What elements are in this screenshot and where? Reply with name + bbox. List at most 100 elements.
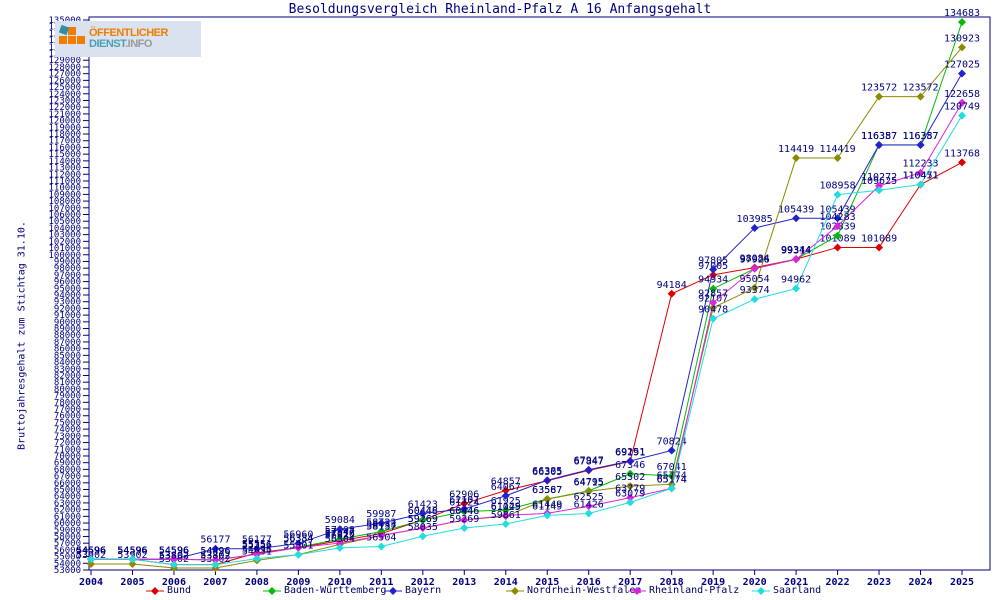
y-axis-tick-label: 122000 [48, 103, 81, 113]
data-point-marker [335, 525, 344, 534]
data-point-label: 98084 [740, 254, 770, 265]
y-axis-tick-label: 105000 [48, 217, 81, 227]
data-point-label: 93374 [740, 285, 770, 296]
data-point-marker [460, 499, 469, 508]
legend-item-nordrhein-westfalen: Nordrhein-Westfalen [506, 585, 641, 596]
data-point-marker [709, 284, 718, 293]
data-point-marker [294, 539, 303, 548]
legend-item-bayern: Bayern [384, 585, 441, 596]
data-point-marker [335, 543, 344, 552]
data-point-label: 114419 [820, 144, 856, 155]
data-point-label: 60446 [449, 506, 479, 517]
data-point-label: 55301 [283, 541, 313, 552]
data-point-label: 112233 [902, 159, 938, 170]
series-line-baden-w-rttemberg [91, 21, 963, 561]
data-point-marker [377, 519, 386, 528]
y-axis-tick-label: 64000 [54, 492, 81, 502]
data-point-label: 54596 [159, 545, 189, 556]
data-point-marker [833, 190, 842, 199]
data-point-label: 61724 [449, 497, 479, 508]
data-point-label: 99344 [781, 245, 811, 256]
data-point-marker [958, 43, 966, 52]
data-point-label: 109625 [861, 176, 897, 187]
x-axis-tick-label: 2015 [535, 577, 559, 588]
y-axis-tick-label: 94000 [54, 291, 81, 301]
series-line-bayern [91, 73, 963, 560]
legend-marker-icon [263, 586, 281, 595]
y-axis-tick-label: 86000 [54, 345, 81, 355]
data-point-label: 122658 [944, 89, 980, 100]
y-axis-title: Bruttojahresgehalt zum Stichtag 31.10. [16, 221, 28, 450]
data-point-label: 56304 [325, 534, 355, 545]
data-point-label: 53802 [200, 551, 230, 562]
x-axis-tick-label: 2019 [701, 577, 725, 588]
data-point-label: 56177 [200, 535, 230, 546]
legend-marker-icon [752, 586, 770, 595]
y-axis-tick-label: 104000 [48, 224, 81, 234]
data-point-label: 64715 [574, 477, 604, 488]
x-axis-tick-label: 2004 [79, 577, 103, 588]
y-axis-tick-label: 55000 [54, 553, 81, 563]
data-point-label: 65774 [657, 470, 687, 481]
data-point-marker [501, 519, 510, 528]
data-point-label: 56334 [283, 534, 313, 545]
data-point-label: 54496 [200, 546, 230, 557]
data-point-marker [958, 111, 966, 120]
data-point-marker [750, 283, 759, 292]
data-point-label: 65502 [615, 472, 645, 483]
data-point-label: 67947 [574, 456, 604, 467]
x-axis-tick-label: 2024 [908, 577, 932, 588]
data-point-label: 101089 [861, 233, 897, 244]
x-axis-tick-label: 2016 [577, 577, 601, 588]
y-axis-tick-label: 59000 [54, 526, 81, 536]
y-axis-tick-label: 58000 [54, 532, 81, 542]
data-point-label: 67346 [615, 460, 645, 471]
data-point-marker [460, 504, 469, 513]
data-point-label: 61449 [532, 499, 562, 510]
data-point-marker [584, 502, 593, 511]
data-point-label: 63587 [532, 485, 562, 496]
legend-marker-icon [146, 586, 164, 595]
y-axis-tick-label: 85000 [54, 351, 81, 361]
x-axis-tick-label: 2013 [452, 577, 476, 588]
data-point-marker [501, 511, 510, 520]
logo-icon [58, 24, 85, 52]
data-point-marker [833, 222, 842, 231]
x-axis-tick-label: 2023 [867, 577, 891, 588]
x-axis-tick-label: 2009 [286, 577, 310, 588]
data-point-label: 53802 [159, 551, 189, 562]
data-point-label: 105439 [778, 204, 814, 215]
data-point-label: 64857 [491, 476, 521, 487]
data-point-label: 90478 [698, 305, 728, 316]
data-point-marker [667, 289, 676, 298]
data-point-label: 116387 [902, 131, 938, 142]
data-point-label: 116357 [902, 131, 938, 142]
y-axis-tick-label: 84000 [54, 358, 81, 368]
data-point-label: 62525 [574, 492, 604, 503]
y-axis-tick-label: 110000 [48, 184, 81, 194]
y-axis-tick-label: 103000 [48, 231, 81, 241]
data-point-label: 56822 [325, 530, 355, 541]
data-point-marker [543, 476, 552, 485]
y-axis-tick-label: 115000 [48, 150, 81, 160]
data-point-label: 103985 [737, 214, 773, 225]
logo-link[interactable]: ÖFFENTLICHER DIENST.INFO [55, 21, 201, 57]
data-point-label: 110272 [861, 172, 897, 183]
y-axis-tick-label: 118000 [48, 130, 81, 140]
y-axis-tick-label: 63000 [54, 499, 81, 509]
data-point-label: 54596 [117, 545, 147, 556]
data-point-marker [460, 516, 469, 525]
data-point-label: 54596 [76, 545, 106, 556]
x-axis-tick-label: 2021 [784, 577, 808, 588]
data-point-label: 116387 [861, 131, 897, 142]
data-point-marker [916, 180, 925, 189]
data-point-label: 99314 [781, 245, 811, 256]
legend-marker-icon [506, 586, 524, 595]
series-line-bund [91, 161, 963, 566]
data-point-label: 59269 [408, 514, 438, 525]
data-point-label: 97926 [740, 255, 770, 266]
y-axis-tick-label: 67000 [54, 472, 81, 482]
data-point-label: 60446 [449, 506, 479, 517]
y-axis-tick-label: 124000 [48, 90, 81, 100]
